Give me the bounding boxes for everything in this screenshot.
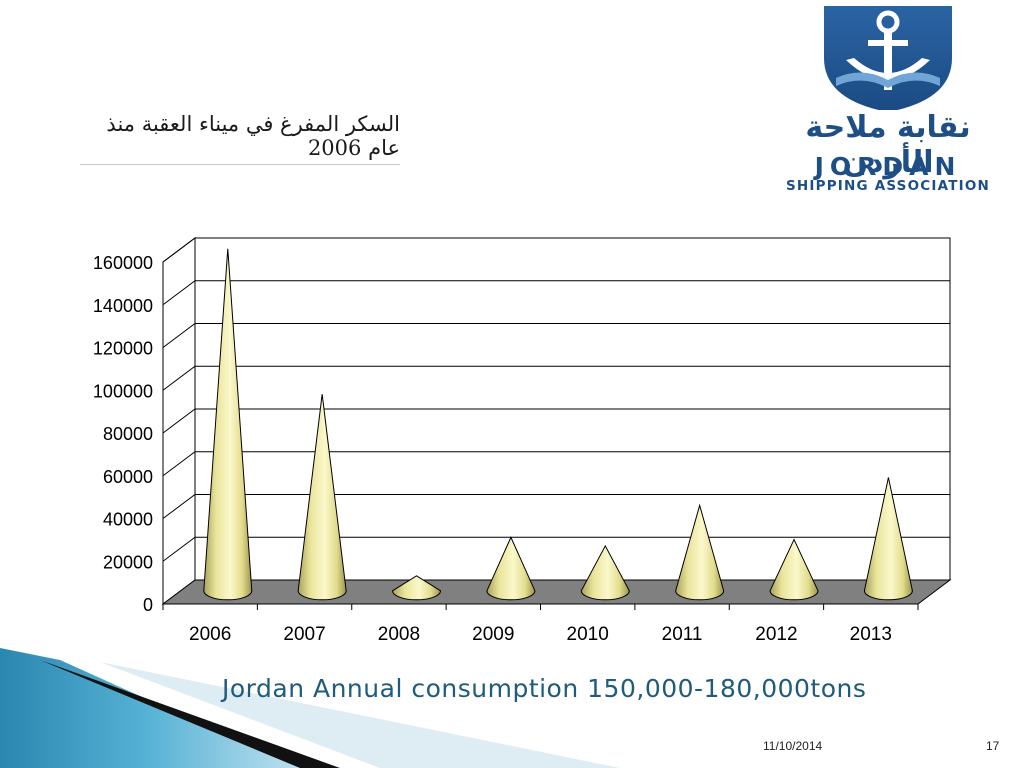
page-number: 17: [986, 739, 1000, 753]
y-tick-label: 120000: [93, 339, 153, 359]
y-tick-label: 60000: [103, 467, 153, 487]
chart-back-wall: [162, 237, 951, 605]
cone-2010: [580, 544, 630, 601]
cone-2011: [675, 503, 725, 601]
caption: Jordan Annual consumption 150,000-180,00…: [222, 674, 867, 703]
y-tick-label: 20000: [103, 552, 153, 572]
floor: [161, 579, 952, 605]
y-tick-label: 0: [143, 595, 153, 615]
anchor-icon: [824, 6, 952, 110]
y-axis-ticks: 0 20000 40000 60000 80000 100000 120000 140000 1…: [93, 253, 153, 615]
chart-series: [203, 248, 913, 601]
x-axis-ticks: 2006 2007 2008 2009 2010 2011 2012 2013: [162, 604, 919, 645]
cone-2007: [297, 394, 347, 601]
x-tick-label: 2007: [283, 624, 325, 645]
y-tick-label: 40000: [103, 510, 153, 530]
cone-mark: [203, 248, 253, 601]
x-tick-label: 2011: [662, 624, 703, 645]
x-tick-label: 2012: [755, 624, 797, 645]
cone-2013: [863, 477, 913, 601]
gridline: [162, 408, 950, 434]
x-tick-label: 2009: [472, 624, 514, 645]
x-tick-label: 2008: [378, 624, 420, 645]
cone-mark: [486, 536, 536, 601]
cone-mark: [863, 477, 913, 601]
gridline: [162, 323, 950, 348]
logo-text-jordan: JORDAN: [814, 152, 962, 181]
cone-mark: [580, 544, 630, 601]
y-tick-label: 160000: [93, 253, 153, 273]
gridline: [162, 237, 950, 263]
logo-text-shipping-association: SHIPPING ASSOCIATION: [785, 178, 991, 194]
logo-text-arabic: نقابة ملاحة الأردن: [805, 110, 971, 180]
gridline: [162, 494, 950, 519]
x-tick-label: 2010: [567, 624, 609, 645]
cone-mark: [769, 538, 819, 601]
chart-floor: [161, 579, 952, 605]
x-tick-label: 2013: [850, 624, 892, 645]
cone-2009: [486, 536, 536, 601]
y-tick-label: 140000: [93, 296, 153, 316]
cone-2012: [769, 538, 819, 601]
cone-2008: [392, 575, 442, 601]
y-tick-label: 100000: [93, 381, 153, 401]
gridline: [162, 451, 950, 477]
cone-2006: [203, 248, 253, 601]
slide-title: السكر المفرغ في ميناء العقبة منذ عام 200…: [80, 112, 400, 165]
footer-date: 11/10/2014: [763, 739, 823, 753]
cone-mark: [297, 394, 347, 601]
cone-mark: [392, 575, 442, 601]
cone-mark: [675, 503, 725, 601]
gridline: [162, 365, 950, 391]
gridline: [162, 280, 950, 306]
logo: نقابة ملاحة الأردن JORDAN SHIPPING ASSOC…: [752, 0, 1024, 210]
x-tick-label: 2006: [189, 624, 231, 645]
y-tick-label: 80000: [103, 424, 153, 444]
cone-chart: 0 20000 40000 60000 80000 100000 120000 140000 1…: [93, 237, 952, 645]
